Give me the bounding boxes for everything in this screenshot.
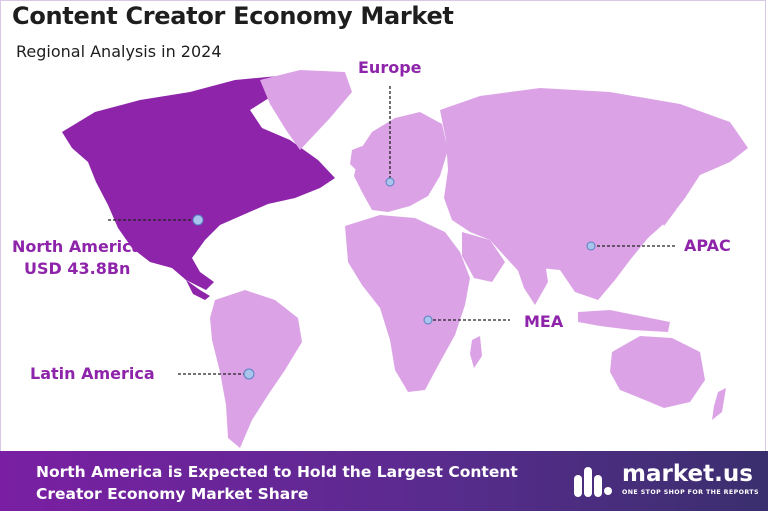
north-america-shape	[62, 76, 335, 290]
footer-text: North America is Expected to Hold the La…	[36, 463, 518, 503]
indonesia-shape	[578, 310, 670, 332]
apac-label: APAC	[684, 236, 731, 255]
market-us-logo-icon	[574, 467, 612, 497]
madagascar-shape	[470, 336, 482, 368]
latin-america-label: Latin America	[30, 364, 155, 383]
brand-logo[interactable]: market.us ONE STOP SHOP FOR THE REPORTS	[570, 461, 760, 501]
europe-label: Europe	[358, 58, 422, 77]
new-zealand-shape	[712, 388, 726, 420]
central-america-shape	[186, 280, 210, 300]
greenland-shape	[260, 70, 352, 150]
page-title: Content Creator Economy Market	[12, 2, 454, 30]
south-america-shape	[210, 290, 302, 448]
asia-shape	[440, 88, 748, 300]
japan-shape	[658, 192, 676, 226]
north-america-value: USD 43.8Bn	[24, 259, 131, 278]
page-subtitle: Regional Analysis in 2024	[16, 42, 222, 61]
australia-shape	[610, 336, 705, 408]
mea-label: MEA	[524, 312, 564, 331]
brand-tagline: ONE STOP SHOP FOR THE REPORTS	[622, 489, 759, 496]
uk-shape	[350, 146, 364, 170]
footer-banner: North America is Expected to Hold the La…	[0, 451, 768, 511]
arabia-shape	[462, 232, 505, 282]
europe-shape	[354, 112, 448, 212]
north-america-name: North America	[12, 237, 143, 256]
europe-marker	[385, 177, 395, 187]
north-america-marker	[192, 214, 204, 226]
mea-marker	[423, 315, 433, 325]
north-america-label: North America USD 43.8Bn	[12, 236, 142, 280]
india-shape	[515, 262, 548, 305]
apac-marker	[586, 241, 596, 251]
africa-shape	[345, 215, 470, 392]
latin-america-marker	[243, 368, 255, 380]
brand-name: market.us	[622, 461, 753, 487]
